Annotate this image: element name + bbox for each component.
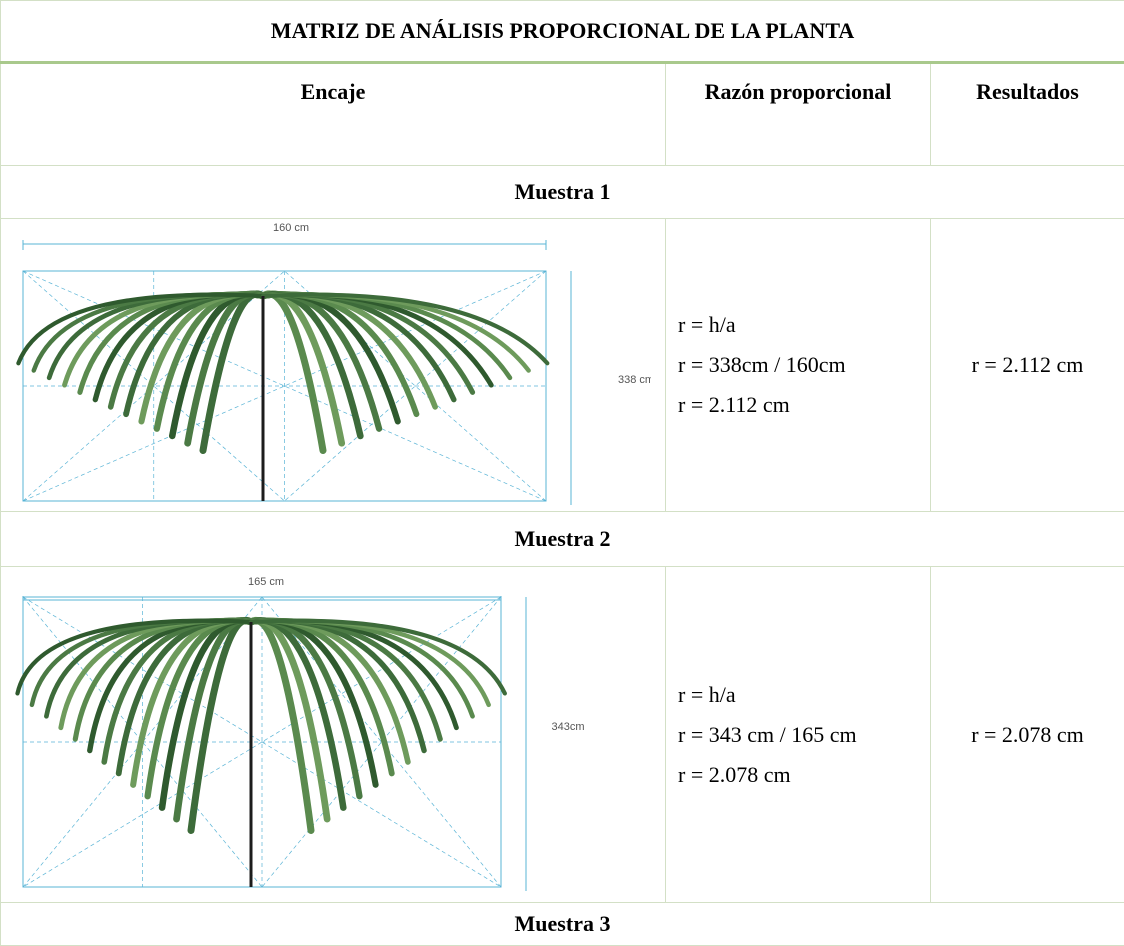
width-label: 165 cm bbox=[248, 576, 284, 588]
height-label: 338 cm bbox=[618, 374, 651, 386]
table-title: MATRIZ DE ANÁLISIS PROPORCIONAL DE LA PL… bbox=[1, 1, 1124, 63]
formula-line: r = 2.078 cm bbox=[678, 755, 930, 795]
sample-label: Muestra 3 bbox=[1, 903, 1124, 946]
height-label: 343cm bbox=[551, 721, 584, 733]
formula-line: r = 2.112 cm bbox=[678, 385, 930, 425]
frame bbox=[1, 567, 651, 902]
width-label: 160 cm bbox=[273, 222, 309, 234]
formula-line: r = h/a bbox=[678, 305, 930, 345]
formula-line: r = h/a bbox=[678, 675, 930, 715]
header-cell: Resultados bbox=[931, 63, 1124, 166]
plant-drawing: 160 cm 338 cm bbox=[1, 219, 651, 511]
sample-label: Muestra 2 bbox=[1, 512, 1124, 567]
sample-label: Muestra 1 bbox=[1, 166, 1124, 219]
sample-label-row: Muestra 2 bbox=[1, 512, 1124, 567]
header-cell: Razón proporcional bbox=[666, 63, 931, 166]
sample-label-row: Muestra 3 bbox=[1, 903, 1124, 946]
header-cell: Encaje bbox=[1, 63, 666, 166]
sample-label-row: Muestra 1 bbox=[1, 166, 1124, 219]
formula-line: r = 338cm / 160cm bbox=[678, 345, 930, 385]
result-cell: r = 2.112 cm bbox=[931, 219, 1124, 512]
frame bbox=[1, 219, 651, 511]
image-cell: 165 cm 343cm bbox=[1, 567, 666, 903]
plant-drawing: 165 cm 343cm bbox=[1, 567, 651, 902]
result-cell: r = 2.078 cm bbox=[931, 567, 1124, 903]
formula-line: r = 343 cm / 165 cm bbox=[678, 715, 930, 755]
image-cell: 160 cm 338 cm bbox=[1, 219, 666, 512]
